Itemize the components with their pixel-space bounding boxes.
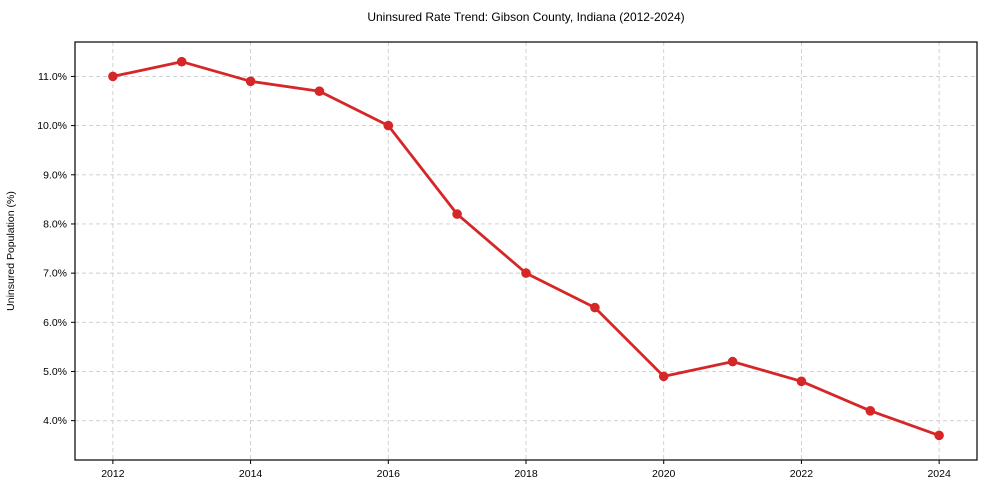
x-tick-label: 2016 xyxy=(377,468,401,480)
chart-title: Uninsured Rate Trend: Gibson County, Ind… xyxy=(367,10,684,24)
y-tick-label: 4.0% xyxy=(43,415,67,427)
data-series xyxy=(108,56,944,441)
x-tick-label: 2024 xyxy=(927,468,951,480)
y-tick-label: 6.0% xyxy=(43,317,67,329)
x-tick-label: 2018 xyxy=(514,468,538,480)
x-tick-label: 2012 xyxy=(101,468,125,480)
data-point-marker xyxy=(658,371,669,382)
y-tick-label: 8.0% xyxy=(43,218,67,230)
y-tick-label: 11.0% xyxy=(38,71,67,83)
y-tick-label: 9.0% xyxy=(43,169,67,181)
x-tick-label: 2014 xyxy=(239,468,263,480)
y-tick-label: 5.0% xyxy=(43,366,67,378)
data-point-marker xyxy=(796,376,807,387)
x-tick-label: 2020 xyxy=(652,468,676,480)
data-point-marker xyxy=(727,356,738,367)
data-point-marker xyxy=(590,302,600,313)
y-tick-label: 7.0% xyxy=(43,268,67,280)
data-point-marker xyxy=(521,268,531,278)
data-point-marker xyxy=(314,86,325,96)
data-point-marker xyxy=(865,406,876,416)
data-point-marker xyxy=(245,76,256,87)
axis-ticks: 2012 2014 2016 2018 2020 2022 2024 4.0% 5.0% 6.0%… xyxy=(37,71,951,480)
data-point-marker xyxy=(452,209,462,219)
x-tick-label: 2022 xyxy=(790,468,814,480)
y-tick-label: 10.0% xyxy=(37,120,67,132)
data-point-marker xyxy=(176,56,187,67)
grid-lines xyxy=(75,42,977,460)
data-point-marker xyxy=(934,430,944,441)
data-point-marker xyxy=(383,120,394,131)
data-point-marker xyxy=(108,71,118,82)
y-axis-label: Uninsured Population (%) xyxy=(5,191,17,311)
